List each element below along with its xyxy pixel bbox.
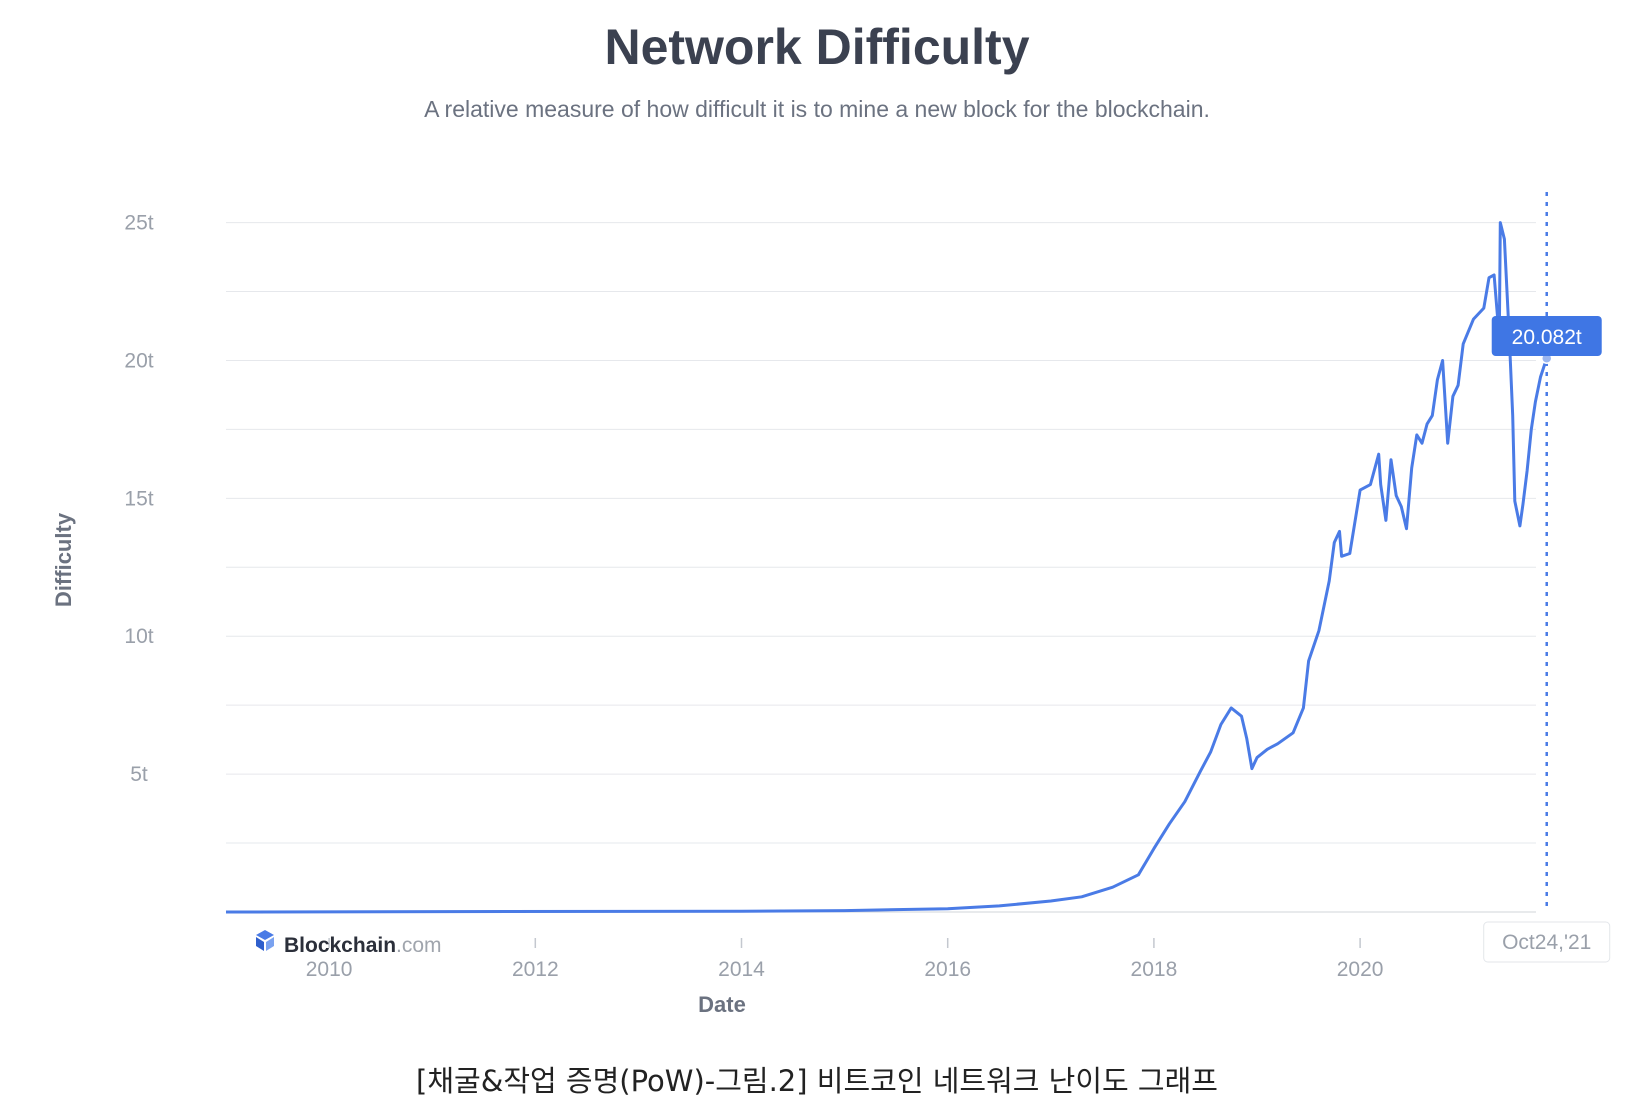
- difficulty-series-line: [225, 221, 1549, 914]
- y-axis-ticks: 5t 10t 15t 20t 25t: [124, 212, 153, 787]
- x-tick-label: 2010: [306, 958, 353, 981]
- x-tick-label: 2016: [924, 958, 971, 981]
- hover-cursor: 20.082t Oct24,'21: [1483, 192, 1611, 963]
- value-tooltip-label: 20.082t: [1512, 326, 1582, 349]
- x-axis-ticks: 2010 2012 2014 2016 2018 2020: [306, 938, 1384, 981]
- y-tick-label: 10t: [124, 625, 153, 648]
- figure-caption: [채굴&작업 증명(PoW)-그림.2] 비트코인 네트워크 난이도 그래프: [416, 1064, 1218, 1098]
- brand-name: Blockchain: [284, 934, 396, 957]
- x-tick-label: 2018: [1131, 958, 1178, 981]
- series-layer: [225, 221, 1549, 914]
- y-tick-label: 25t: [124, 212, 153, 235]
- y-tick-label: 15t: [124, 487, 153, 510]
- value-tooltip: [1491, 316, 1602, 356]
- date-badge: [1483, 921, 1611, 963]
- x-tick-label: 2014: [718, 958, 765, 981]
- y-axis-title: Difficulty: [51, 512, 76, 607]
- brand-suffix: .com: [396, 934, 442, 957]
- blockchain-logo: Blockchain.com: [256, 930, 442, 957]
- svg-text:Blockchain.com: Blockchain.com: [284, 934, 442, 957]
- gridlines: [226, 222, 1536, 913]
- x-tick-label: 2012: [512, 958, 559, 981]
- chart-title: Network Difficulty: [604, 19, 1030, 75]
- x-tick-label: 2020: [1337, 958, 1384, 981]
- chart-subtitle: A relative measure of how difficult it i…: [424, 96, 1210, 122]
- y-tick-label: 20t: [124, 349, 153, 372]
- blockchain-cube-icon: [256, 930, 274, 951]
- x-axis-title: Date: [698, 992, 746, 1017]
- y-tick-label: 5t: [130, 763, 148, 786]
- date-badge-label: Oct24,'21: [1502, 931, 1591, 954]
